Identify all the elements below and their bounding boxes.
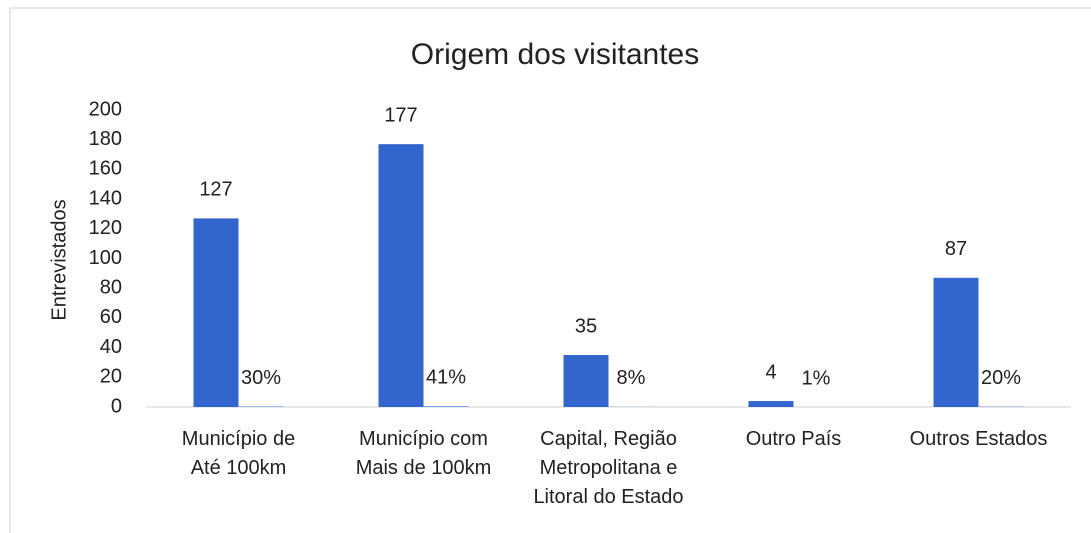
y-tick-label: 60	[100, 306, 122, 328]
chart-frame	[9, 7, 1091, 533]
x-tick-label: Município de Até 100km	[181, 428, 296, 479]
y-tick-label: 140	[89, 187, 122, 209]
data-label: 41%	[426, 367, 466, 389]
data-label: 30%	[241, 367, 281, 389]
bar	[193, 218, 239, 407]
bar	[933, 277, 979, 407]
data-label: 127	[199, 179, 232, 201]
y-tick-label: 180	[89, 128, 122, 150]
data-label: 8%	[617, 367, 646, 389]
x-tick-label: Capital, Região Metropolitana e Litoral …	[533, 428, 684, 508]
data-label: 20%	[981, 367, 1021, 389]
y-axis-label: Entrevistados	[48, 199, 70, 320]
bar	[423, 406, 469, 407]
data-label: 177	[384, 104, 417, 126]
data-label: 35	[575, 315, 597, 337]
y-tick-label: 160	[89, 158, 122, 180]
x-tick-label: Município com Mais de 100km	[355, 428, 492, 479]
y-tick-label: 0	[111, 395, 122, 417]
bar	[748, 401, 794, 407]
chart-title: Origem dos visitantes	[411, 38, 699, 71]
bar	[378, 144, 424, 407]
y-tick-label: 100	[89, 247, 122, 269]
data-label: 4	[765, 361, 776, 383]
data-label: 87	[945, 238, 967, 260]
y-tick-label: 80	[100, 276, 122, 298]
y-tick-label: 40	[100, 336, 122, 358]
data-label: 1%	[802, 367, 831, 389]
bar	[563, 355, 609, 407]
x-tick-label: Outro País	[745, 428, 842, 450]
y-tick-label: 20	[100, 366, 122, 388]
x-tick-label: Outros Estados	[909, 428, 1048, 450]
y-tick-label: 200	[89, 98, 122, 120]
y-tick-label: 120	[89, 217, 122, 239]
